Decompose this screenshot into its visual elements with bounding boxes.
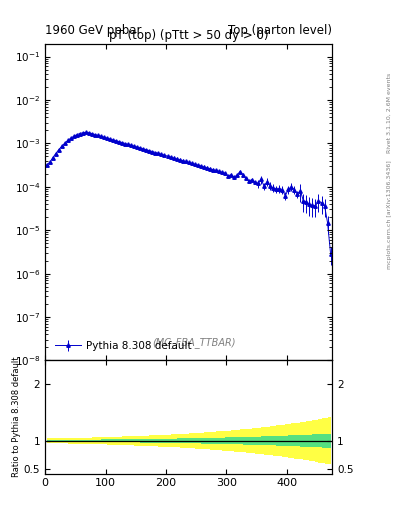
Title: pT (top) (pTtt > 50 dy > 0): pT (top) (pTtt > 50 dy > 0) bbox=[109, 29, 268, 42]
Legend: Pythia 8.308 default: Pythia 8.308 default bbox=[50, 337, 196, 355]
Text: Rivet 3.1.10, 2.6M events: Rivet 3.1.10, 2.6M events bbox=[387, 73, 392, 153]
Text: 1960 GeV ppbar: 1960 GeV ppbar bbox=[45, 24, 142, 37]
Text: Top (parton level): Top (parton level) bbox=[228, 24, 332, 37]
Y-axis label: Ratio to Pythia 8.308 default: Ratio to Pythia 8.308 default bbox=[12, 357, 21, 477]
Text: (MC_FBA_TTBAR): (MC_FBA_TTBAR) bbox=[152, 337, 236, 348]
Text: mcplots.cern.ch [arXiv:1306.3436]: mcplots.cern.ch [arXiv:1306.3436] bbox=[387, 161, 392, 269]
